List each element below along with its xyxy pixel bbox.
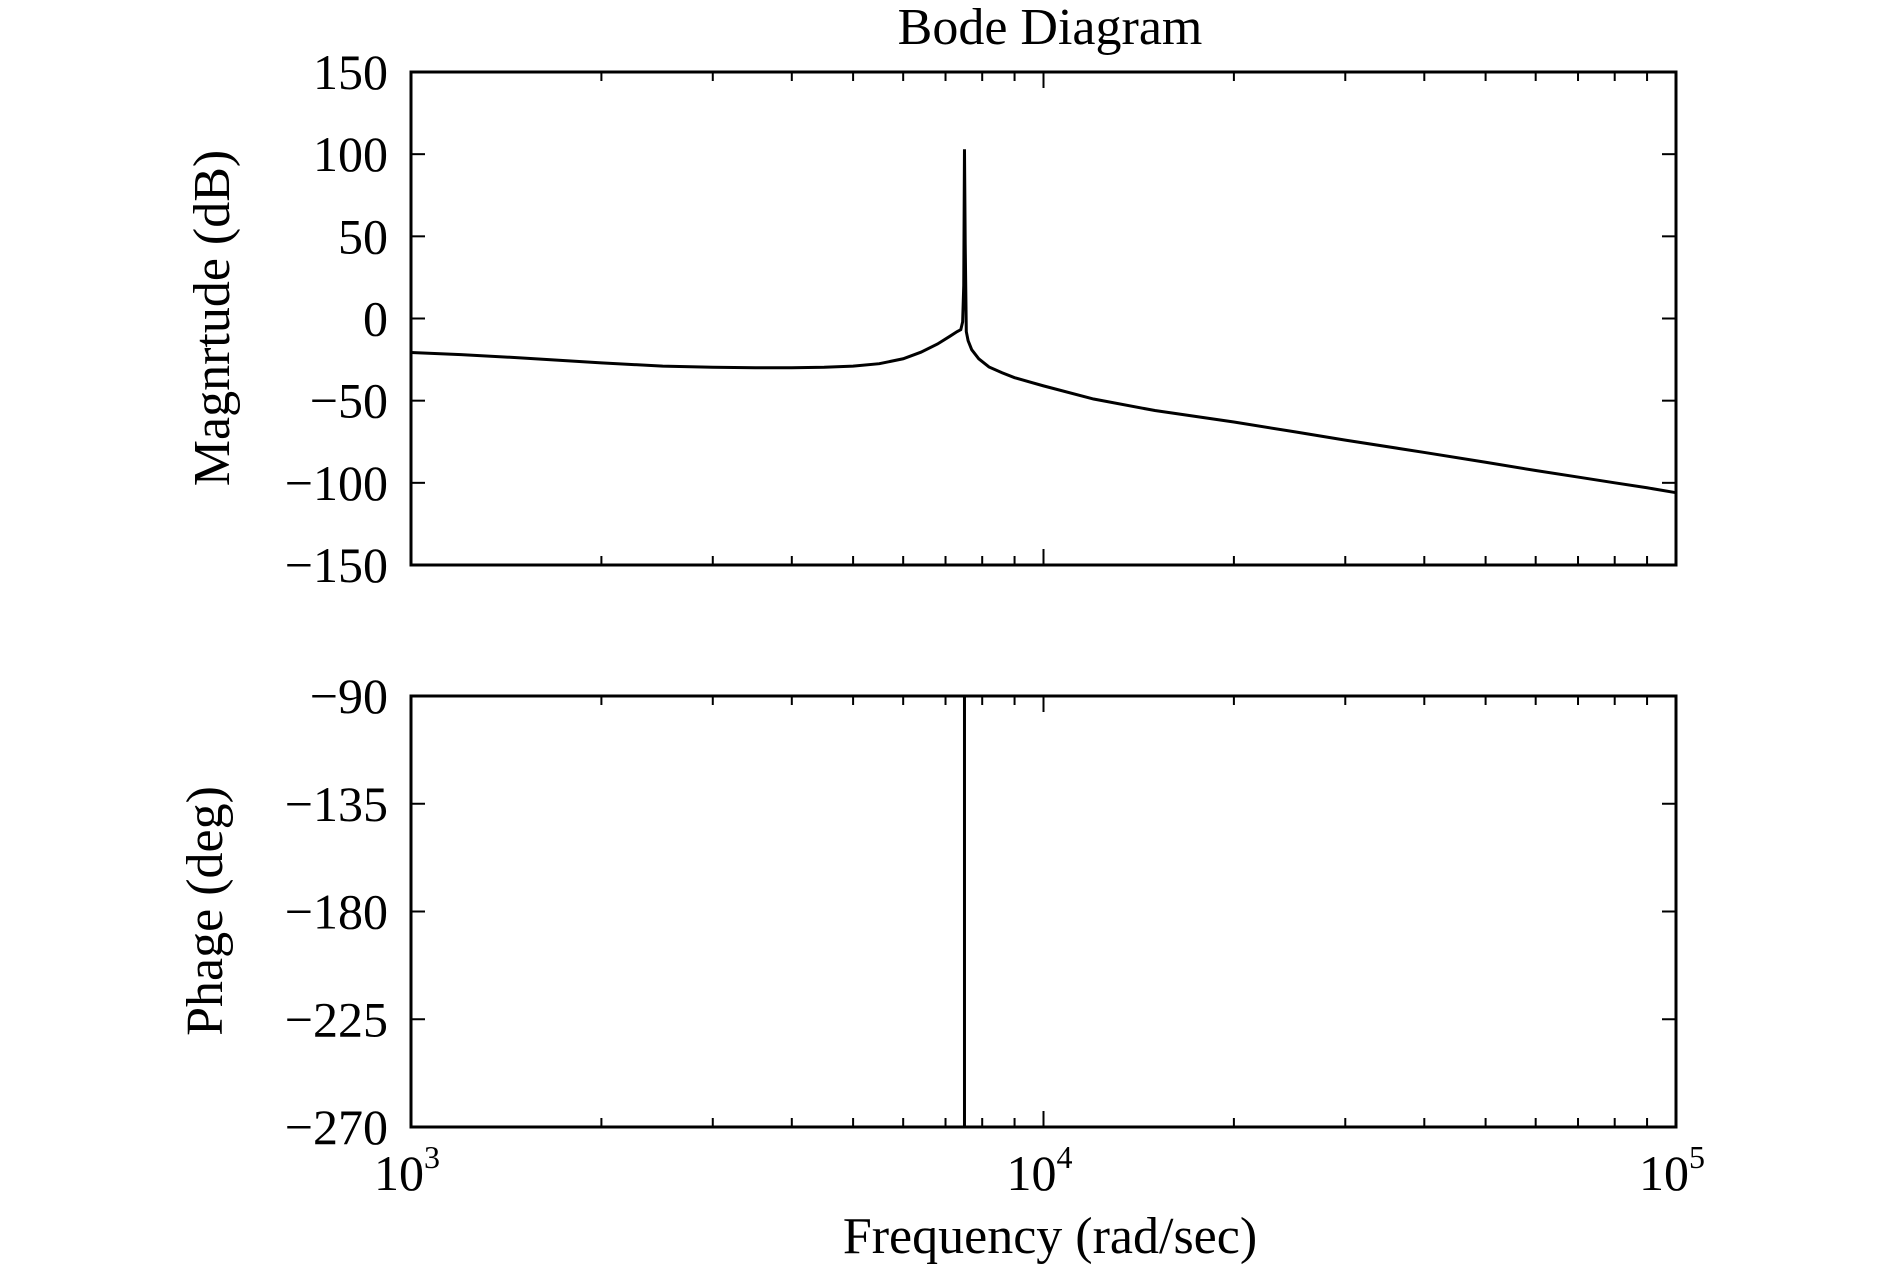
phase-panel: −90 −135 −180 −225 −270 Phage (deg) [177, 668, 1678, 1155]
magnitude-x-ticks [410, 72, 1649, 565]
y-tick-label: −150 [285, 537, 388, 593]
phase-y-ticks: −90 −135 −180 −225 −270 [285, 668, 1676, 1155]
y-tick-label: −100 [285, 455, 388, 511]
phase-axis-label: Phage (deg) [177, 786, 234, 1036]
phase-x-ticks [410, 696, 1649, 1127]
phase-curve [411, 694, 1676, 1129]
y-tick-label: −225 [285, 991, 388, 1047]
y-tick-label: 0 [363, 291, 388, 347]
y-tick-label: −135 [285, 776, 388, 832]
chart-title: Bode Diagram [898, 0, 1203, 56]
y-tick-label: −50 [310, 373, 388, 429]
y-tick-label: −270 [285, 1099, 388, 1155]
magnitude-plot-frame [409, 70, 1678, 567]
frequency-axis-label: Frequency (rad/sec) [843, 1208, 1257, 1265]
y-tick-label: −180 [285, 884, 388, 940]
phase-plot-frame [409, 694, 1678, 1129]
frequency-tick-labels: 103 104 105 [374, 1139, 1705, 1201]
x-tick-label: 104 [1007, 1139, 1073, 1201]
magnitude-panel: 150 100 50 0 −50 −100 −150 Magnrtude (dB) [184, 44, 1678, 593]
y-tick-label: 150 [313, 44, 388, 100]
magnitude-curve [410, 149, 1677, 495]
magnitude-axis-label: Magnrtude (dB) [184, 150, 241, 486]
y-tick-label: 50 [338, 208, 388, 264]
magnitude-y-ticks: 150 100 50 0 −50 −100 −150 [285, 44, 1676, 593]
x-tick-label: 105 [1639, 1139, 1705, 1201]
y-tick-label: −90 [310, 668, 388, 724]
x-tick-label: 103 [374, 1139, 440, 1201]
y-tick-label: 100 [313, 126, 388, 182]
